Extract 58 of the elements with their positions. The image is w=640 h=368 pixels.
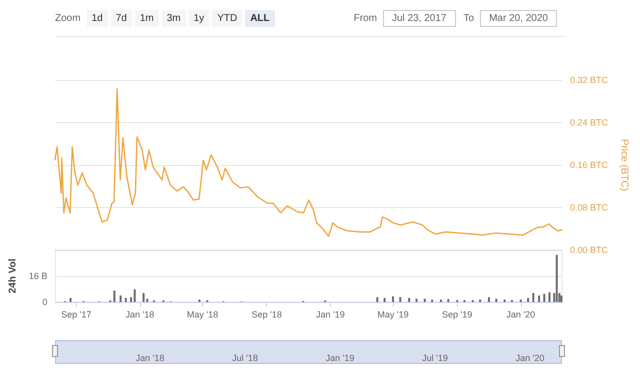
bar <box>376 297 378 302</box>
text: Jan '18 <box>136 353 164 363</box>
text: 1y <box>188 10 210 27</box>
x-tick-label: Sep '18 <box>252 310 282 320</box>
bar <box>560 296 562 302</box>
text: Mar 20, 2020 <box>480 10 557 27</box>
text: Jul 23, 2017 <box>383 10 456 27</box>
y-tick-label: 0.24 BTC <box>570 118 609 128</box>
bar <box>142 293 145 302</box>
bar <box>134 289 136 302</box>
x-tick-label: Sep '17 <box>61 310 92 320</box>
bar <box>556 254 558 302</box>
text: ALL <box>245 10 275 27</box>
bar <box>124 298 127 302</box>
text: Jan '20 <box>516 353 544 363</box>
bar <box>399 297 402 302</box>
bar <box>113 290 116 302</box>
bar <box>538 296 540 302</box>
y-tick-label: 0.16 BTC <box>570 160 609 170</box>
line-series <box>54 88 563 237</box>
bar <box>447 299 450 302</box>
x-tick-label: Jan '20 <box>506 310 536 320</box>
bar <box>415 298 418 302</box>
y-axis-title: Price (BTC) <box>618 138 630 192</box>
bar <box>527 298 530 302</box>
bar <box>548 292 550 302</box>
y-tick-label: 0 <box>42 297 48 307</box>
bar <box>495 298 498 302</box>
y-tick-label: 16 B <box>28 271 48 281</box>
bar <box>532 293 534 302</box>
bar <box>488 297 490 302</box>
x-tick-label: May '18 <box>186 310 218 320</box>
y-tick-label: 0.08 BTC <box>570 202 609 212</box>
text: Jan '19 <box>326 353 354 363</box>
bar <box>392 296 394 302</box>
text: 1d <box>86 10 108 27</box>
x-tick-label: May '19 <box>377 310 409 320</box>
bar <box>543 294 546 302</box>
x-tick-label: Jan '19 <box>316 310 345 320</box>
y-tick-label: 0.32 BTC <box>570 75 609 85</box>
x-tick-label: Sep '19 <box>442 310 472 320</box>
text: 3m <box>162 10 186 27</box>
bar <box>120 296 122 302</box>
bar <box>70 298 72 302</box>
bar <box>384 298 386 302</box>
bar <box>424 298 426 302</box>
text: YTD <box>212 10 242 27</box>
x-tick-label: Jan '18 <box>126 310 154 320</box>
text: 7d <box>110 10 132 27</box>
bar <box>408 298 410 302</box>
y-tick-label: 0.00 BTC <box>570 245 609 255</box>
text: Jul '19 <box>422 353 448 363</box>
text: To <box>464 13 474 24</box>
text: Jul '18 <box>232 353 258 363</box>
y-axis-title: 24h Vol <box>8 258 18 294</box>
text: Zoom <box>55 13 81 24</box>
text: From <box>354 13 377 24</box>
text: 1m <box>134 10 159 27</box>
